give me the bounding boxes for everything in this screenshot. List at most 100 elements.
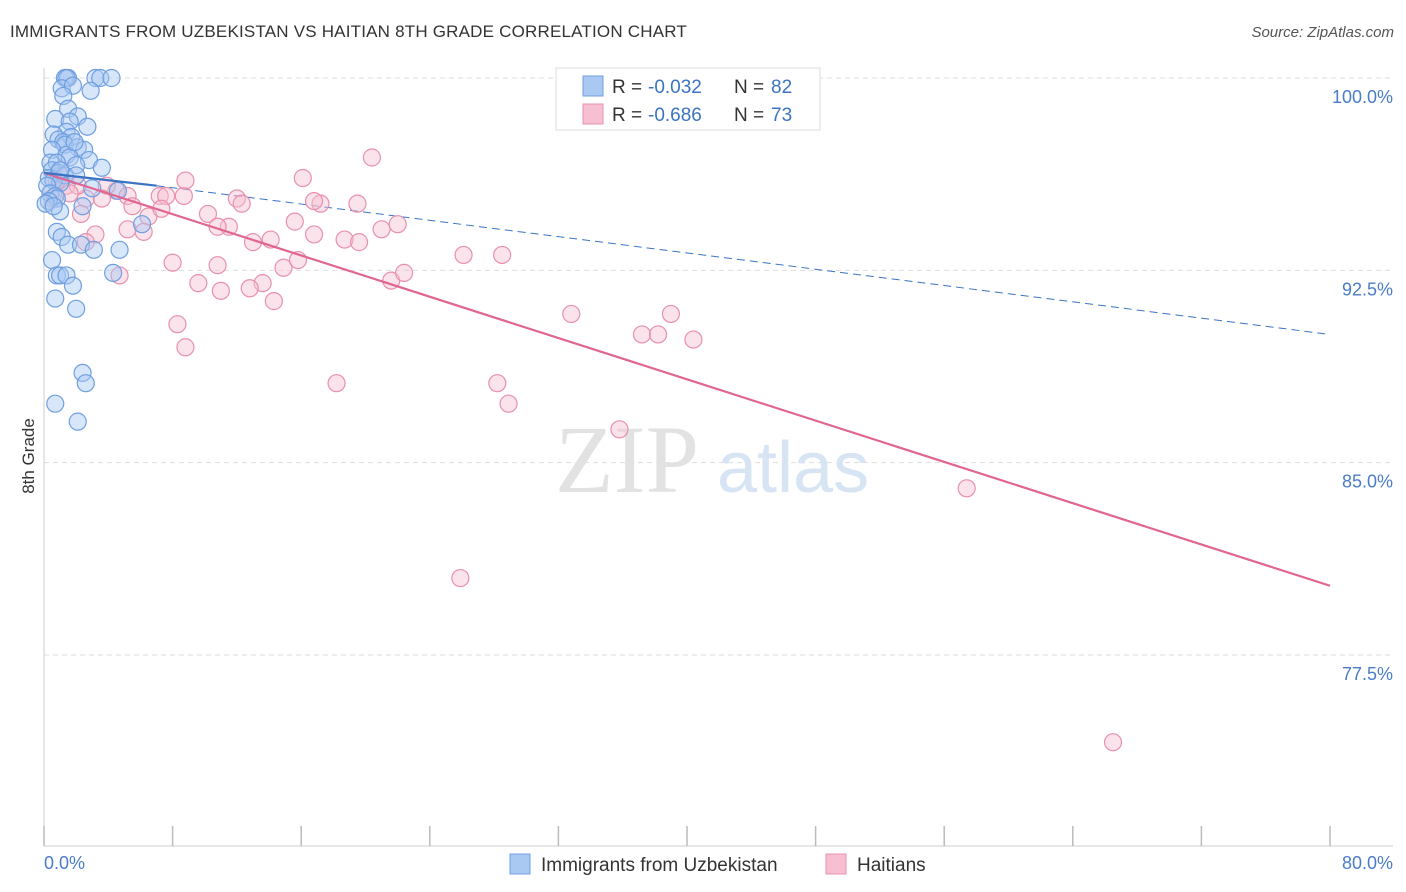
stats-n-value-0: 82	[771, 77, 792, 98]
point-haitians-61	[499, 394, 518, 413]
point-haitians-26	[372, 220, 391, 239]
point-uzbekistan-66	[68, 412, 87, 431]
point-uzbekistan-65	[46, 394, 65, 413]
point-uzbekistan-53	[84, 240, 103, 259]
point-haitians-54	[562, 304, 581, 324]
point-haitians-35	[335, 230, 354, 249]
point-haitians-12	[227, 189, 246, 208]
point-haitians-59	[327, 374, 346, 393]
axes	[43, 68, 1393, 847]
y-tick-label-3: 100.0%	[1332, 87, 1393, 107]
point-uzbekistan-44	[39, 191, 58, 211]
y-axis-title: 8th Grade	[19, 418, 38, 494]
point-haitians-49	[394, 263, 414, 282]
point-haitians-29	[134, 222, 153, 241]
point-uzbekistan-55	[42, 250, 62, 270]
point-uzbekistan-12	[46, 109, 65, 129]
point-uzbekistan-54	[110, 240, 129, 259]
point-haitians-60	[488, 374, 507, 393]
point-haitians-40	[208, 256, 227, 275]
point-haitians-30	[86, 225, 105, 244]
x-tick-label-min: 0.0%	[44, 853, 85, 873]
point-uzbekistan-61	[46, 289, 65, 308]
point-haitians-22	[71, 204, 91, 224]
point-uzbekistan-56	[104, 263, 123, 282]
point-uzbekistan-46	[73, 197, 92, 216]
point-haitians-25	[388, 215, 407, 234]
point-haitians-51	[493, 245, 512, 265]
x-tick-label-max: 80.0%	[1342, 853, 1393, 873]
point-uzbekistan-63	[73, 363, 92, 383]
point-haitians-64	[451, 568, 470, 588]
watermark-zip: ZIP	[555, 406, 699, 513]
series-legend: Immigrants from Uzbekistan Haitians	[509, 853, 926, 876]
point-haitians-56	[648, 325, 668, 344]
trend-line-uzbekistan-extended	[156, 185, 1331, 335]
point-haitians-24	[285, 212, 304, 231]
point-haitians-11	[176, 171, 195, 190]
stats-r-value-0: -0.032	[648, 77, 702, 98]
stats-r-label-1: R =	[612, 105, 642, 126]
point-haitians-45	[211, 281, 230, 300]
point-uzbekistan-64	[76, 374, 95, 393]
point-haitians-50	[454, 245, 473, 265]
point-uzbekistan-14	[78, 117, 97, 136]
point-haitians-39	[163, 253, 182, 272]
point-uzbekistan-49	[47, 222, 66, 241]
point-uzbekistan-30	[92, 158, 111, 177]
point-haitians-57	[661, 304, 681, 324]
point-uzbekistan-16	[44, 125, 63, 144]
point-haitians-17	[348, 194, 367, 213]
watermark: ZIP atlas	[555, 406, 869, 513]
point-haitians-47	[264, 292, 283, 311]
point-haitians-63	[957, 479, 976, 498]
point-uzbekistan-5	[102, 68, 121, 88]
stats-legend: R = -0.032 N = 82 R = -0.686 N = 73	[555, 67, 821, 131]
point-uzbekistan-29	[67, 156, 86, 175]
stats-n-label-1: N =	[734, 105, 764, 126]
point-uzbekistan-48	[132, 215, 152, 234]
point-haitians-34	[304, 225, 324, 244]
point-haitians-65	[1103, 733, 1123, 752]
stats-swatch-haitians	[582, 103, 604, 125]
point-haitians-58	[684, 330, 703, 349]
point-haitians-46	[240, 279, 259, 298]
point-uzbekistan-62	[67, 299, 86, 318]
point-haitians-55	[632, 325, 652, 344]
point-haitians-18	[362, 148, 382, 167]
point-haitians-14	[293, 168, 312, 188]
point-haitians-23	[198, 204, 218, 224]
point-haitians-41	[274, 258, 293, 277]
y-tick-labels: 77.5% 85.0% 92.5% 100.0%	[1332, 87, 1393, 684]
trend-lines	[156, 185, 1331, 335]
point-haitians-53	[176, 338, 195, 357]
point-haitians-52	[168, 315, 187, 334]
point-haitians-13	[232, 194, 251, 213]
point-haitians-36	[349, 233, 369, 252]
gridlines	[44, 77, 1393, 656]
point-haitians-44	[189, 274, 208, 293]
point-uzbekistan-6	[52, 79, 71, 98]
point-uzbekistan-13	[60, 112, 79, 131]
point-uzbekistan-68	[44, 197, 63, 216]
point-uzbekistan-8	[81, 81, 100, 100]
point-uzbekistan-58	[50, 266, 70, 285]
y-tick-label-2: 92.5%	[1342, 279, 1393, 299]
y-tick-label-0: 77.5%	[1342, 664, 1393, 684]
point-haitians-62	[610, 420, 629, 439]
trend-line-haitians	[43, 171, 1331, 587]
legend-swatch-haitians	[825, 853, 847, 875]
stats-n-value-1: 73	[771, 105, 792, 126]
trend-line-uzbekistan	[43, 171, 157, 187]
legend-label-uzbekistan: Immigrants from Uzbekistan	[541, 855, 778, 876]
legend-swatch-uzbekistan	[509, 853, 531, 875]
point-haitians-16	[304, 191, 324, 211]
point-uzbekistan-51	[59, 235, 78, 254]
point-haitians-8	[174, 186, 193, 206]
stats-r-value-1: -0.686	[648, 105, 702, 126]
point-uzbekistan-59	[57, 266, 76, 285]
legend-label-haitians: Haitians	[857, 855, 926, 876]
point-uzbekistan-60	[63, 276, 83, 295]
stats-n-label-0: N =	[734, 77, 764, 98]
